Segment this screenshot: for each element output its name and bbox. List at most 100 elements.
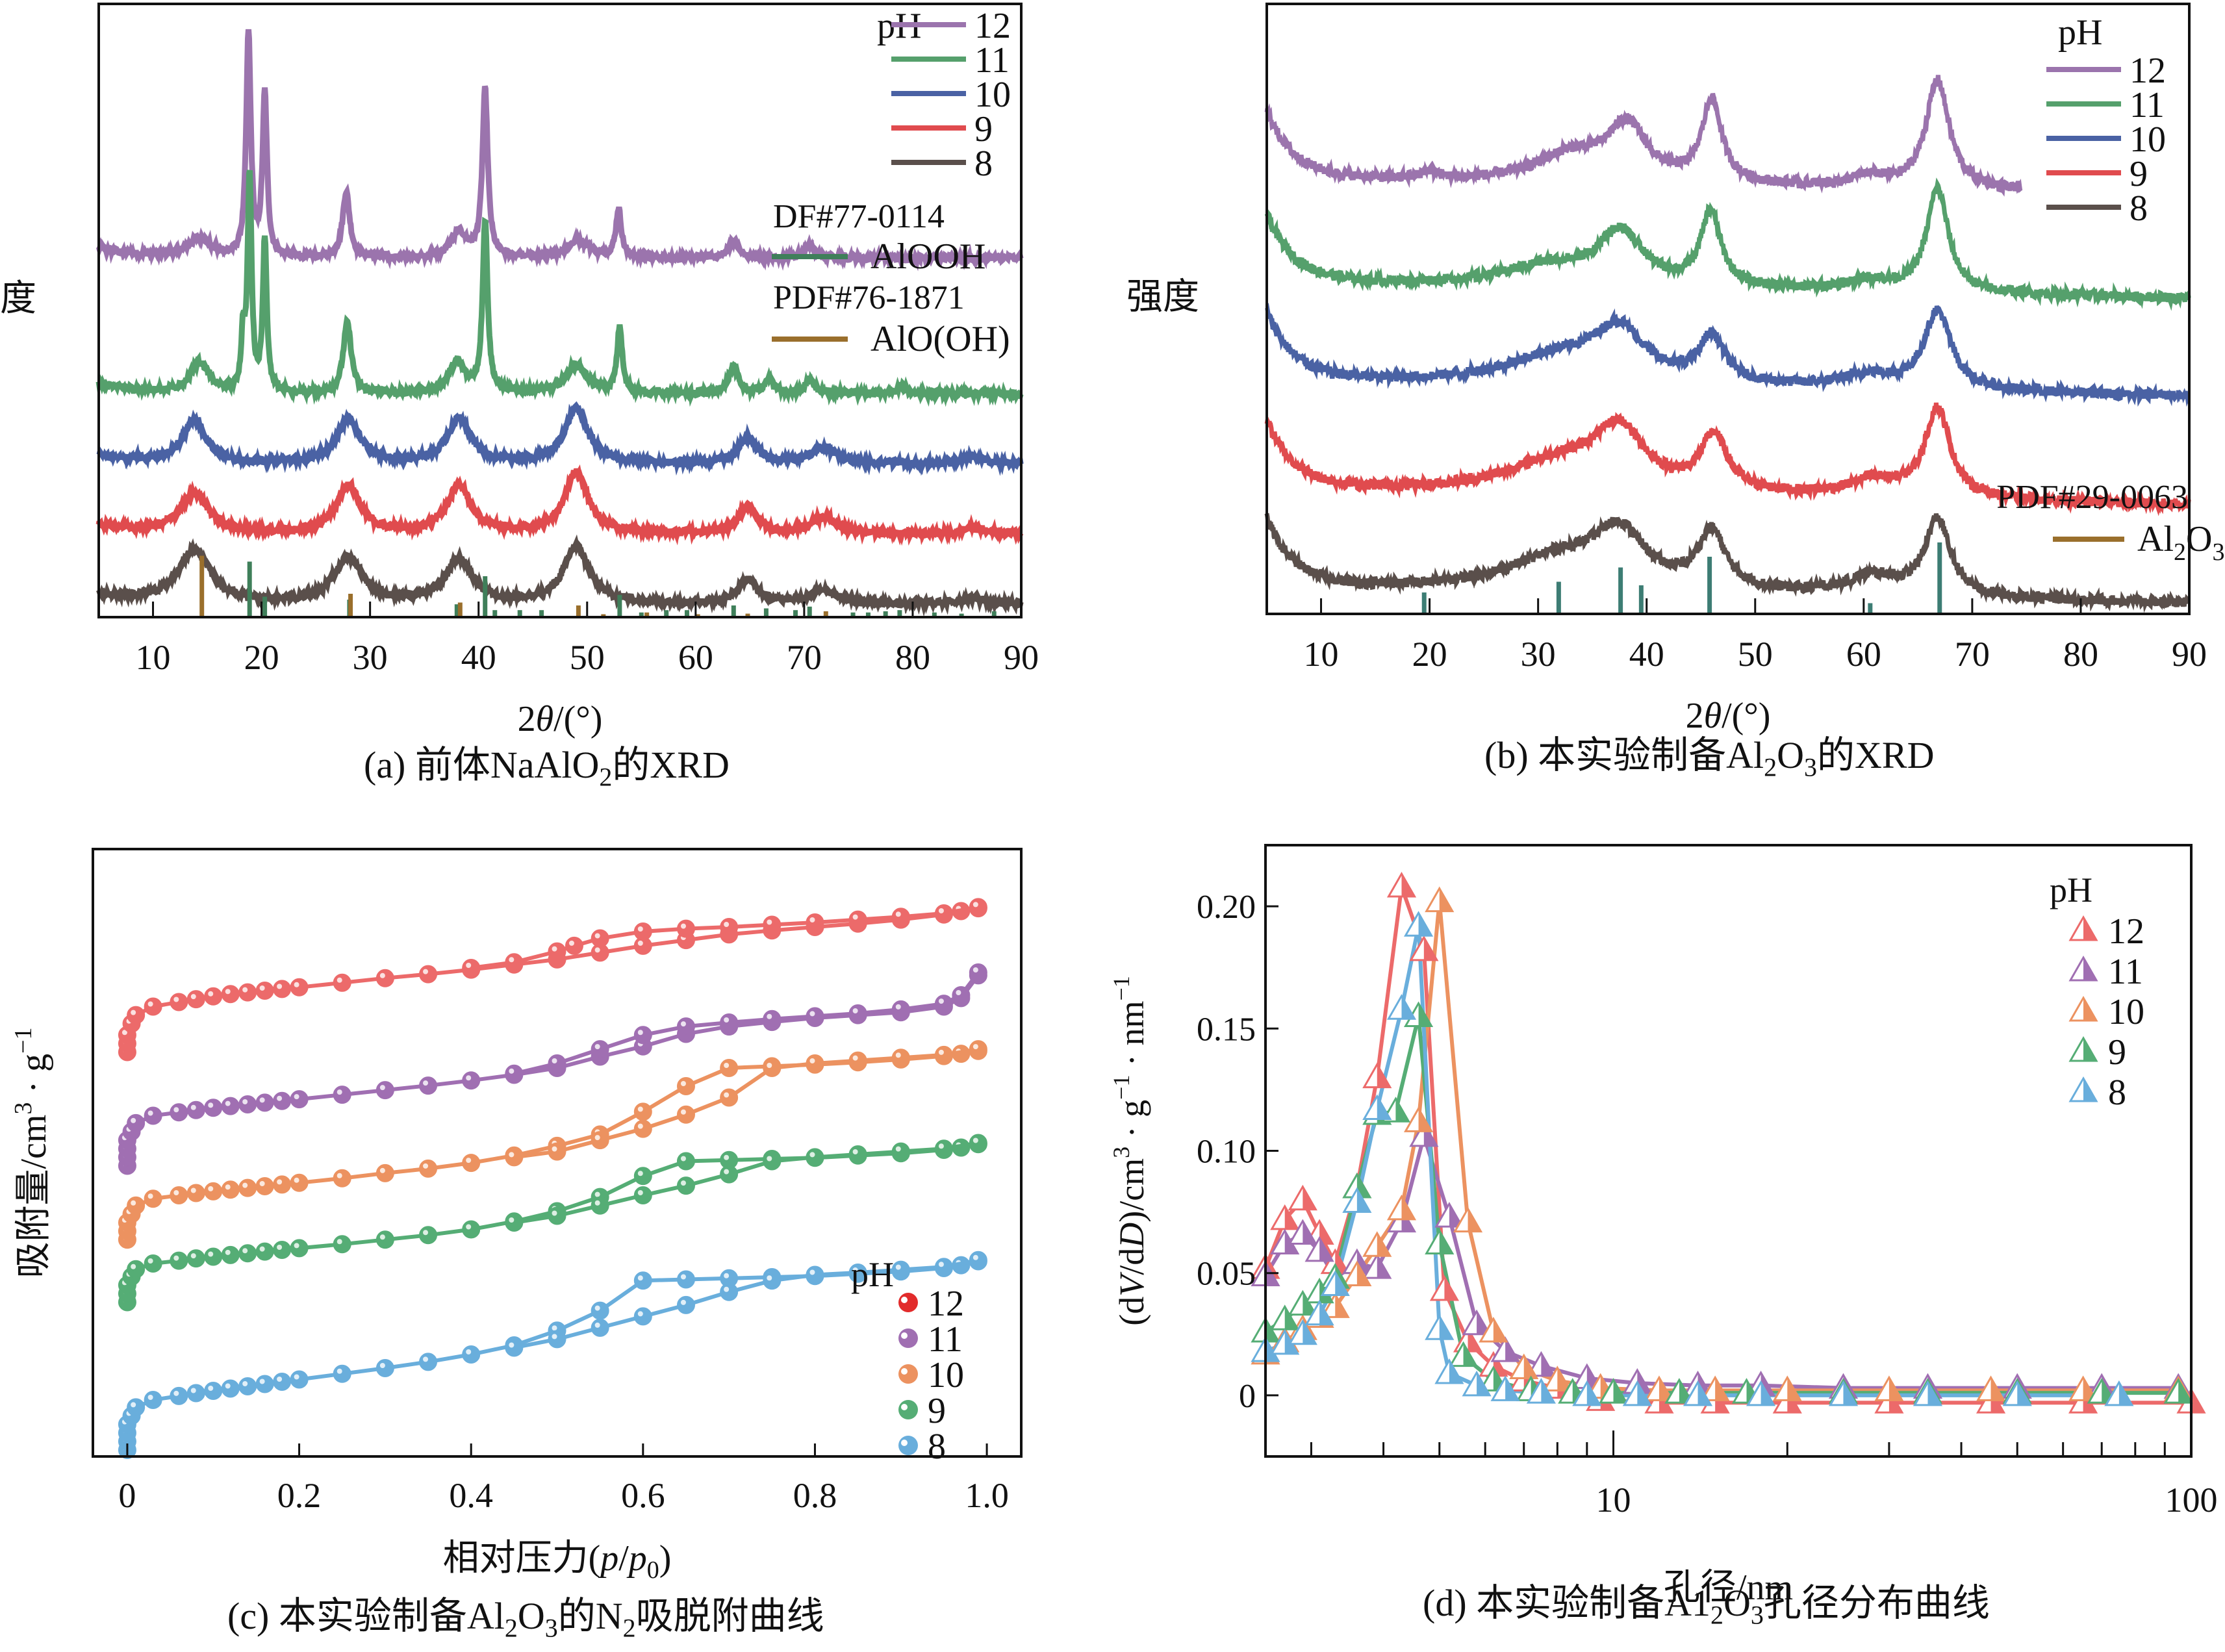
point-highlight xyxy=(594,1305,600,1311)
x-tick-label: 0.4 xyxy=(449,1476,493,1515)
data-point-ph8-fill xyxy=(1439,1316,1453,1340)
point-highlight xyxy=(379,1167,385,1173)
point-highlight xyxy=(147,1258,153,1264)
y-tick-label: 0.10 xyxy=(1197,1134,1256,1171)
adsorption-point-ph8 xyxy=(633,1271,652,1290)
point-highlight xyxy=(637,1311,643,1317)
x-tick-label: 90 xyxy=(1004,638,1039,677)
point-highlight xyxy=(680,1081,686,1086)
adsorption-point-ph8 xyxy=(127,1398,146,1417)
desorption-point-ph9 xyxy=(548,1206,566,1225)
data-point-ph9-fill xyxy=(1356,1174,1370,1197)
xrd-al2o3-chart: 10 20 30 40 50 60 70 80 902θ/(°)强度pH12111098PDF#… xyxy=(1126,3,2224,736)
point-highlight xyxy=(509,1152,515,1158)
desorption-point-ph11 xyxy=(848,1004,867,1023)
data-point-ph9-fill xyxy=(1463,1343,1477,1366)
caption-a: (a) 前体NaAlO2的XRD xyxy=(364,744,730,792)
point-highlight xyxy=(594,933,600,939)
point-highlight xyxy=(767,919,772,925)
point-highlight xyxy=(809,1152,815,1158)
point-highlight xyxy=(852,1267,858,1273)
legend-marker-highlight xyxy=(901,1440,908,1446)
desorption-point-ph8 xyxy=(806,1265,824,1284)
x-tick-label: 20 xyxy=(244,638,279,677)
data-point-ph12-fill xyxy=(1303,1186,1316,1210)
legend-label-ph8: 8 xyxy=(2108,1073,2126,1113)
desorption-point-ph10 xyxy=(891,1048,910,1067)
data-point-ph8-fill xyxy=(1505,1377,1519,1401)
point-highlight xyxy=(208,991,214,997)
point-highlight xyxy=(895,1004,901,1010)
point-highlight xyxy=(637,1171,643,1176)
adsorption-point-ph9 xyxy=(633,1167,652,1186)
point-highlight xyxy=(552,1058,557,1063)
point-highlight xyxy=(637,1030,643,1036)
adsorption-point-ph11 xyxy=(333,1086,351,1104)
series-line-ph9 xyxy=(95,464,1024,546)
point-highlight xyxy=(131,1402,136,1408)
data-point-ph10-fill xyxy=(1659,1377,1672,1401)
legend-marker-ph8 xyxy=(898,1436,918,1455)
point-highlight xyxy=(724,1063,730,1068)
point-highlight xyxy=(809,1269,815,1275)
data-point-ph12-fill xyxy=(1335,1250,1349,1273)
plot-frame xyxy=(92,848,1023,1458)
data-point-ph8-fill xyxy=(1335,1272,1349,1295)
data-point-ph9-fill xyxy=(1746,1380,1760,1403)
desorption-point-ph8 xyxy=(633,1307,652,1326)
point-highlight xyxy=(938,1143,944,1149)
point-highlight xyxy=(131,1200,136,1206)
legend-marker-ph11-fill xyxy=(2083,958,2096,980)
x-tick-label: 20 xyxy=(1412,635,1447,674)
data-point-ph10-fill xyxy=(1990,1377,2004,1401)
point-highlight xyxy=(277,1377,283,1382)
adsorption-point-ph10 xyxy=(255,1177,274,1195)
point-highlight xyxy=(190,1188,196,1193)
point-highlight xyxy=(895,911,901,917)
adsorption-point-ph10 xyxy=(204,1182,223,1201)
data-point-ph11-fill xyxy=(1505,1338,1519,1362)
x-tick-label: 60 xyxy=(1846,635,1881,674)
adsorption-point-ph12 xyxy=(170,993,188,1011)
reference-card-label: DF#77-0114 xyxy=(773,198,945,235)
adsorption-point-ph8 xyxy=(462,1345,481,1364)
data-point-ph12-fill xyxy=(1990,1390,2004,1413)
point-highlight xyxy=(973,902,978,908)
data-point-ph10-fill xyxy=(1335,1294,1349,1317)
point-highlight xyxy=(147,1110,153,1116)
adsorption-point-ph8 xyxy=(375,1359,394,1377)
adsorption-point-ph10 xyxy=(462,1154,481,1173)
point-highlight xyxy=(379,1363,385,1368)
point-highlight xyxy=(637,1190,643,1195)
x-tick-label: 80 xyxy=(2063,635,2098,674)
point-highlight xyxy=(724,1092,730,1098)
legend-label-ph8: 8 xyxy=(974,144,993,184)
x-tick-label: 50 xyxy=(570,638,605,677)
data-point-ph8-fill xyxy=(1697,1382,1711,1405)
adsorption-point-ph12 xyxy=(290,978,309,997)
point-highlight xyxy=(147,1395,153,1400)
point-highlight xyxy=(423,1080,429,1086)
desorption-point-ph8 xyxy=(969,1251,987,1269)
adsorption-point-ph9 xyxy=(273,1241,292,1259)
legend-marker-highlight xyxy=(901,1332,908,1339)
adsorption-point-ph11 xyxy=(221,1097,240,1115)
data-point-ph12-fill xyxy=(1284,1206,1298,1229)
point-highlight xyxy=(724,1286,730,1292)
point-highlight xyxy=(259,1246,265,1252)
adsorption-point-ph10 xyxy=(290,1173,309,1192)
data-point-ph12-fill xyxy=(2083,1390,2096,1413)
legend-label-ph8: 8 xyxy=(2130,188,2148,229)
adsorption-point-ph10 xyxy=(419,1159,438,1178)
adsorption-point-ph11 xyxy=(144,1106,162,1125)
adsorption-point-ph11 xyxy=(273,1091,292,1110)
adsorption-point-ph11 xyxy=(127,1113,146,1132)
x-tick-label: 40 xyxy=(461,638,496,677)
desorption-point-ph12 xyxy=(565,936,583,955)
reference-card-label: PDF#76-1871 xyxy=(773,279,965,316)
data-point-ph9-fill xyxy=(1439,1230,1453,1254)
legend-marker-ph10-fill xyxy=(2083,998,2096,1021)
desorption-point-ph9 xyxy=(763,1152,782,1171)
adsorption-point-ph9 xyxy=(333,1235,351,1254)
adsorption-point-ph9 xyxy=(127,1260,146,1278)
